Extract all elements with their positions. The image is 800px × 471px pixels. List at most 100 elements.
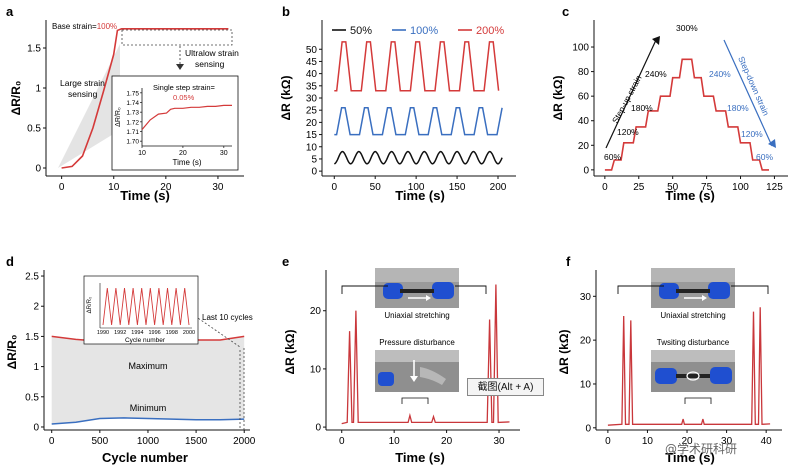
y-tick-label: 0	[311, 167, 317, 178]
panel-c: c 0 25 50 75 100 125 0 20 40 60 80 100 Time (s) ΔR…	[551, 4, 788, 203]
x-ticks: 0 25 50 75 100 125	[602, 176, 783, 193]
legend-label-50: 50%	[350, 25, 372, 37]
large-strain-region	[58, 44, 120, 168]
step-down-60: 60%	[756, 152, 773, 162]
y-tick-label: 10	[580, 379, 592, 390]
panel-label-a: a	[6, 4, 14, 19]
y-tick-label: 1.5	[27, 44, 41, 55]
inset-series-line	[141, 104, 232, 130]
x-tick-label: 0	[339, 436, 345, 447]
x-axis-label: Time (s)	[395, 450, 445, 465]
x-tick-label: 0	[602, 182, 608, 193]
x-tick-label: 1000	[137, 436, 160, 447]
x-tick-label: 30	[212, 182, 224, 193]
inset-series-line	[102, 287, 190, 326]
y-tick-label: 1	[33, 362, 39, 373]
x-tick-label: 25	[633, 182, 645, 193]
y-tick-label: 0	[315, 423, 321, 434]
y-tick-label: 50	[306, 45, 318, 56]
y-tick-label: 15	[306, 130, 318, 141]
maximum-label: Maximum	[128, 361, 167, 371]
last-cycles-label: Last 10 cycles	[202, 313, 253, 322]
x-tick-label: 0	[605, 436, 611, 447]
series-minimum	[51, 417, 245, 425]
watermark: @学术研科研	[665, 442, 738, 456]
x-tick-label: 0	[59, 182, 65, 193]
y-tick-label: 25	[306, 106, 318, 117]
step-up-arrow	[605, 39, 657, 149]
y-axis-label: ΔR (kΩ)	[557, 330, 571, 375]
y-ticks: 0 0.5 1 1.5	[27, 44, 46, 175]
x-tick-label: 10	[108, 182, 120, 193]
y-tick-label: 0	[583, 165, 589, 176]
zoom-arrow-head	[176, 64, 184, 70]
inset-x-tick-label: 1996	[148, 330, 160, 336]
panel-label-b: b	[282, 4, 290, 19]
inset-x-label: Time (s)	[172, 158, 201, 167]
bracket-left	[617, 285, 664, 294]
label-pressure: Pressure disturbance	[379, 338, 455, 347]
inset-x-tick-label: 1990	[97, 330, 109, 336]
y-tick-label: 0	[33, 422, 39, 433]
y-tick-label: 20	[306, 118, 318, 129]
legend-label-200: 200%	[476, 25, 504, 37]
x-axis-label: Time (s)	[665, 188, 715, 203]
y-tick-label: 30	[580, 292, 592, 303]
bracket-right	[455, 285, 487, 294]
y-axis-label: ΔR (kΩ)	[279, 76, 293, 121]
y-tick-label: 10	[306, 142, 318, 153]
x-tick-label: 30	[721, 436, 733, 447]
photo-top	[651, 268, 735, 308]
x-tick-label: 100	[732, 182, 749, 193]
minimum-label: Minimum	[130, 403, 167, 413]
photo-mid	[375, 350, 459, 392]
x-tick-label: 100	[408, 182, 425, 193]
x-axis-label: Time (s)	[395, 188, 445, 203]
y-axis-label: ΔR/R₀	[5, 335, 19, 370]
x-tick-label: 20	[441, 436, 453, 447]
bracket-left	[341, 285, 388, 294]
y-tick-label: 35	[306, 81, 318, 92]
legend-label-100: 100%	[410, 25, 438, 37]
inset-a: 10 20 30 1.70 1.71 1.72 1.73 1.74 1.75 Single s…	[111, 75, 239, 171]
inset-x-tick-label: 1998	[166, 330, 178, 336]
x-axis-label: Cycle number	[102, 450, 188, 465]
inset-title: Single step strain=	[153, 83, 216, 92]
y-tick-label: 5	[311, 154, 317, 165]
x-axis-label: Time (s)	[120, 188, 170, 203]
series-lines	[334, 41, 503, 165]
inset-x-tick-label: 1992	[114, 330, 126, 336]
step-up-60: 60%	[604, 152, 621, 162]
x-tick-label: 0	[49, 436, 55, 447]
step-up-arrow-head	[652, 36, 660, 45]
series-50pct	[334, 150, 503, 165]
y-axis-label: ΔR (kΩ)	[551, 76, 565, 121]
x-tick-label: 125	[766, 182, 783, 193]
x-tick-label: 40	[761, 436, 773, 447]
step-down-240: 240%	[709, 69, 731, 79]
series-line	[61, 27, 229, 169]
x-tick-label: 10	[642, 436, 654, 447]
panel-a: a 0 10 20 30 0 0.5 1 1.5 Time (s) ΔR/R₀ Base s…	[6, 4, 244, 203]
panel-e: e 0 10 20 30 0 10 20 Time (s) ΔR (kΩ) Uniaxia…	[282, 254, 520, 465]
step-up-120: 120%	[617, 127, 639, 137]
inset-y-tick-label: 1.73	[126, 110, 139, 117]
large-strain-label-2: sensing	[68, 89, 98, 99]
panel-d: d 0 500 1000 1500 2000 0 0.5 1 1.5 2 2.5 Cycle nu…	[5, 254, 256, 465]
inset-x-tick-label: 1994	[131, 330, 143, 336]
bracket-mid	[684, 397, 712, 404]
x-tick-label: 150	[449, 182, 466, 193]
step-down-arrow	[723, 39, 773, 147]
step-up-label: Step-up strain	[610, 73, 644, 125]
y-ticks: 0 20 40 60 80 100	[572, 43, 594, 176]
inset-y-tick-label: 1.72	[126, 119, 139, 126]
series-200pct	[334, 41, 500, 92]
ultralow-label-2: sensing	[195, 59, 225, 69]
x-ticks: 0 10 20 30 40	[605, 430, 772, 447]
bracket-mid	[401, 397, 429, 404]
inset-x-tick-label: 30	[220, 150, 228, 157]
y-ticks: 0 10 20 30	[580, 292, 596, 434]
x-tick-label: 20	[681, 436, 693, 447]
legend: 50% 100% 200%	[332, 25, 504, 37]
